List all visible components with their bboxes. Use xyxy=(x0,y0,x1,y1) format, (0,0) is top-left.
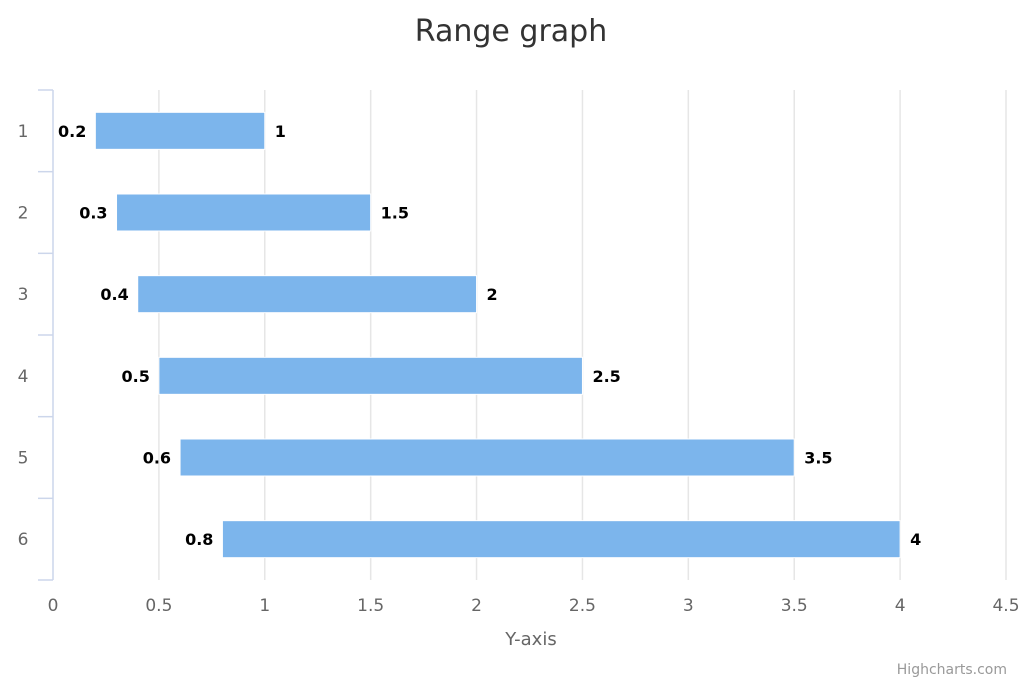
low-value-label: 0.5 xyxy=(122,367,150,386)
high-value-label: 2.5 xyxy=(592,367,620,386)
range-bar[interactable] xyxy=(158,356,583,395)
value-axis-ticks: 0 0.5 1 1.5 2 2.5 3 3.5 4 4.5 xyxy=(48,596,1020,616)
chart-title: Range graph xyxy=(415,14,607,49)
low-value-label: 0.4 xyxy=(100,285,128,304)
low-value-label: 0.8 xyxy=(185,530,213,549)
range-bar[interactable] xyxy=(116,193,372,232)
credits-link[interactable]: Highcharts.com xyxy=(897,662,1007,678)
range-bar[interactable] xyxy=(221,520,901,559)
range-bar[interactable] xyxy=(137,275,478,314)
x-tick-label: 3.5 xyxy=(781,596,808,616)
y-axis-title: Y-axis xyxy=(504,629,556,650)
low-value-label: 0.3 xyxy=(79,204,107,223)
x-tick-label: 2 xyxy=(471,596,482,616)
high-value-label: 2 xyxy=(487,285,498,304)
category-axis: 1 2 3 4 5 6 xyxy=(18,89,54,581)
x-tick-label: 1.5 xyxy=(357,596,384,616)
bars xyxy=(94,111,901,559)
category-label: 6 xyxy=(18,530,29,550)
range-bar[interactable] xyxy=(94,111,266,150)
category-label: 4 xyxy=(18,367,29,387)
grid-lines xyxy=(158,90,1007,580)
x-tick-label: 0.5 xyxy=(145,596,172,616)
x-tick-label: 1 xyxy=(259,596,270,616)
category-label: 5 xyxy=(18,449,29,469)
category-label: 2 xyxy=(18,204,29,224)
x-tick-label: 0 xyxy=(48,596,59,616)
data-labels: 0.2 1 0.3 1.5 0.4 2 0.5 2.5 0.6 3.5 0.8 4 xyxy=(58,122,921,549)
range-bar[interactable] xyxy=(179,438,795,477)
low-value-label: 0.2 xyxy=(58,122,86,141)
x-tick-label: 4.5 xyxy=(992,596,1019,616)
high-value-label: 1 xyxy=(275,122,286,141)
high-value-label: 4 xyxy=(910,530,921,549)
low-value-label: 0.6 xyxy=(143,449,171,468)
category-label: 1 xyxy=(18,122,29,142)
category-label: 3 xyxy=(18,285,29,305)
high-value-label: 1.5 xyxy=(381,204,409,223)
x-tick-label: 2.5 xyxy=(569,596,596,616)
x-tick-label: 4 xyxy=(895,596,906,616)
high-value-label: 3.5 xyxy=(804,449,832,468)
x-tick-label: 3 xyxy=(683,596,694,616)
